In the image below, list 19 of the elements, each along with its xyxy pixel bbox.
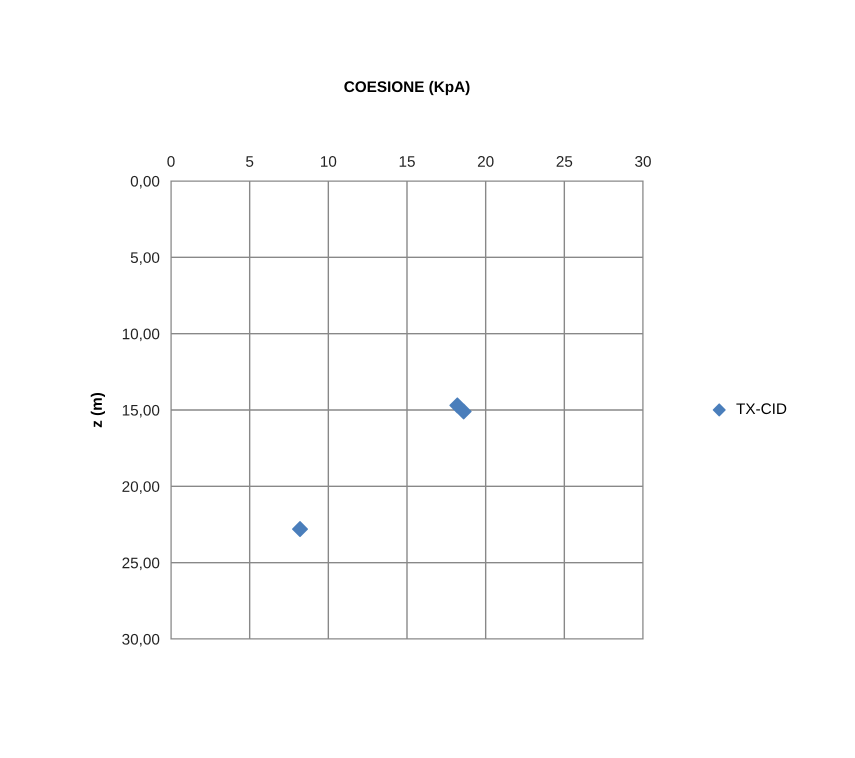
legend-label: TX-CID [736,403,786,414]
y-tick-label: 15,00 [122,404,160,418]
y-axis-title: z (m) [90,392,105,428]
x-tick-label: 0 [167,156,175,167]
x-tick-label: 25 [556,156,572,167]
x-tick-label: 20 [478,156,494,167]
x-tick-label: 10 [321,156,336,167]
chart-title: COESIONE (KpA) [344,80,470,96]
y-tick-label: 20,00 [122,481,160,494]
y-tick-label: 10,00 [122,328,160,342]
x-tick-label: 15 [400,156,415,167]
point [456,404,472,420]
y-tick-label: 30,00 [122,634,160,646]
x-tick-label: 30 [635,156,651,167]
y-tick-label: 25,00 [122,558,160,570]
x-tick-label: 5 [246,156,254,167]
y-tick-label: 5,00 [130,252,160,265]
point [292,521,308,538]
y-tick-label: 0,00 [130,176,160,188]
